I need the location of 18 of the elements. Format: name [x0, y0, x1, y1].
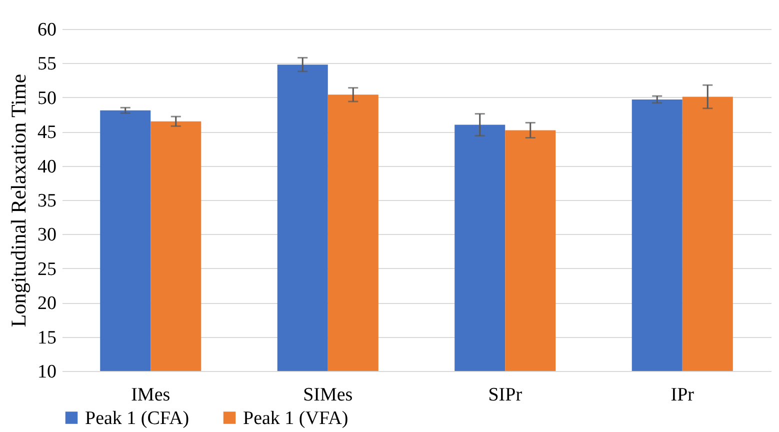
y-tick-label: 35	[38, 190, 56, 212]
y-tick-label: 30	[38, 224, 56, 246]
y-tick-label: 45	[38, 122, 56, 144]
legend-label: Peak 1 (CFA)	[85, 408, 190, 429]
y-tick-label: 10	[38, 362, 56, 382]
y-tick-label: 25	[38, 258, 56, 280]
x-tick-label: SIMes	[303, 384, 353, 406]
legend-label: Peak 1 (VFA)	[243, 408, 348, 429]
y-tick-label: 15	[38, 327, 56, 348]
y-tick-label: 50	[38, 88, 56, 109]
x-tick-label: IPr	[670, 384, 695, 406]
y-tick-label: 20	[38, 293, 56, 314]
x-tick-label: IMes	[131, 384, 170, 406]
x-tick-label: SIPr	[488, 384, 523, 406]
y-tick-label: 40	[38, 156, 56, 178]
y-tick-label: 55	[38, 54, 56, 75]
y-tick-label: 60	[38, 20, 56, 40]
y-axis-title: Longitudinal Relaxation Time	[6, 74, 30, 328]
